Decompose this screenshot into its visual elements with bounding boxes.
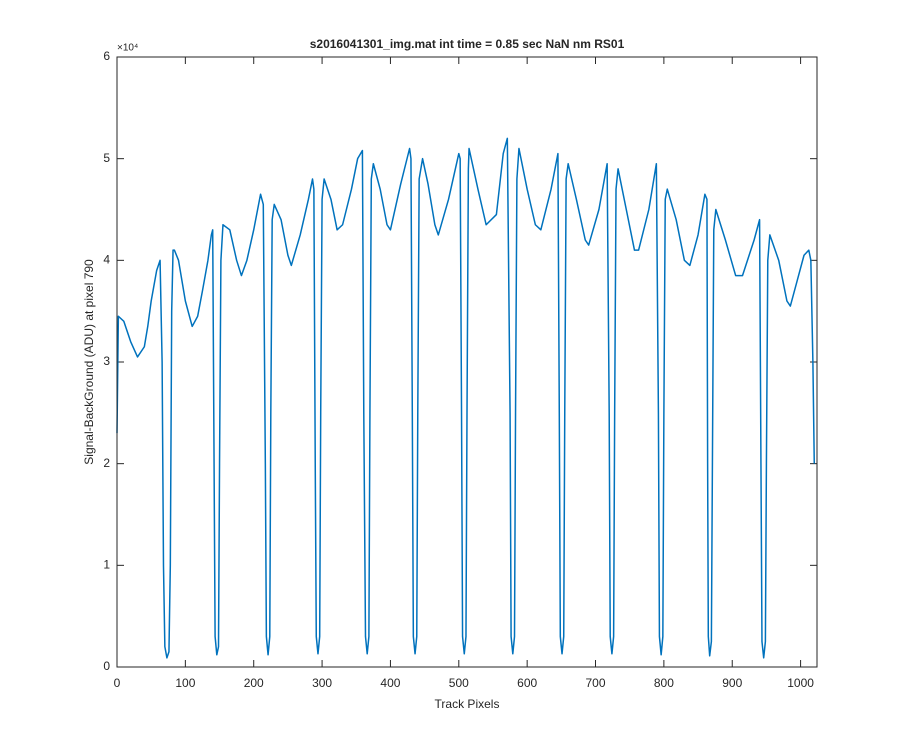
x-tick-label: 500 <box>449 676 469 690</box>
x-tick-label: 900 <box>722 676 742 690</box>
x-tick-label: 100 <box>175 676 195 690</box>
y-tick-label: 5 <box>103 151 110 165</box>
y-tick-label: 4 <box>103 253 110 267</box>
x-tick-label: 300 <box>312 676 332 690</box>
y-tick-label: 1 <box>103 558 110 572</box>
x-tick-label: 400 <box>380 676 400 690</box>
y-tick-label: 3 <box>103 354 110 368</box>
y-tick-label: 0 <box>103 659 110 673</box>
x-tick-label: 1000 <box>787 676 814 690</box>
y-axis-label: Signal-BackGround (ADU) at pixel 790 <box>82 259 96 465</box>
x-tick-label: 0 <box>114 676 121 690</box>
x-axis-label: Track Pixels <box>435 697 500 711</box>
y-tick-label: 6 <box>103 49 110 63</box>
y-tick-label: 2 <box>103 456 110 470</box>
x-tick-label: 600 <box>517 676 537 690</box>
x-tick-label: 700 <box>586 676 606 690</box>
x-tick-label: 200 <box>244 676 264 690</box>
chart-title: s2016041301_img.mat int time = 0.85 sec … <box>310 37 625 51</box>
data-line <box>116 137 816 659</box>
y-exponent: ×10⁴ <box>117 43 138 54</box>
axes-box <box>116 56 818 668</box>
x-tick-label: 800 <box>654 676 674 690</box>
